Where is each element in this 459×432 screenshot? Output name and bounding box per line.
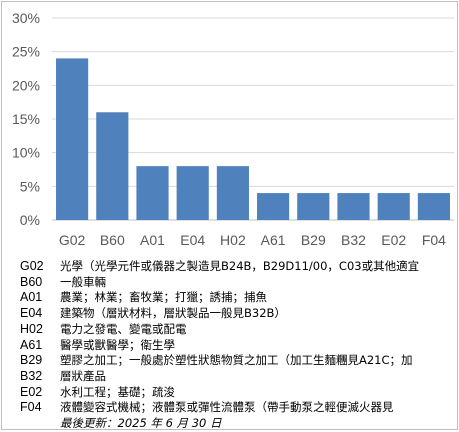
bar-e02 xyxy=(377,193,410,220)
bar-b29 xyxy=(297,193,330,220)
x-tick-label: B60 xyxy=(100,232,125,248)
last-updated: 最後更新：2025 年 6 月 30 日 xyxy=(60,416,222,431)
bar-e04 xyxy=(176,166,209,220)
legend-row-e04: E04 建築物（層狀材料，層狀製品一般見B32B） xyxy=(20,306,452,322)
y-axis-ticks: 0% 5% 10% 15% 20% 25% 30% xyxy=(12,10,40,228)
legend-desc: 液體變容式機械；液體泵或彈性流體泵（帶手動泵之輕便滅火器見 xyxy=(60,400,394,415)
legend-code: G02 xyxy=(20,259,44,273)
y-tick-label: 10% xyxy=(12,145,40,161)
legend-row-f04: F04 液體變容式機械；液體泵或彈性流體泵（帶手動泵之輕便滅火器見 xyxy=(20,400,452,416)
bar-b32 xyxy=(337,193,370,220)
bars xyxy=(56,58,450,221)
bar-h02 xyxy=(216,166,249,220)
bar-g02 xyxy=(56,58,89,221)
legend-row-b60: B60 一般車輛 xyxy=(20,275,452,291)
legend-code: B32 xyxy=(20,368,43,383)
legend-desc: 農業；林業；畜牧業；打獵；誘捕；捕魚 xyxy=(60,290,267,305)
legend-code: E02 xyxy=(20,384,43,399)
bar-b60 xyxy=(96,112,129,220)
x-tick-label: E04 xyxy=(180,232,205,248)
legend-row-b29: B29 塑膠之加工；一般處於塑性狀態物質之加工（加工生麵糰見A21C；加 xyxy=(20,353,452,369)
x-tick-label: B32 xyxy=(341,232,366,248)
legend-desc: 層狀產品 xyxy=(60,368,106,383)
legend-row-h02: H02 電力之發電、變電或配電 xyxy=(20,322,452,338)
legend-desc: 電力之發電、變電或配電 xyxy=(60,321,187,336)
y-tick-label: 5% xyxy=(20,178,40,194)
legend-desc: 光學（光學元件或儀器之製造見B24B，B29D11/00，C03或其他適宜 xyxy=(60,259,420,273)
y-tick-label: 20% xyxy=(12,77,40,93)
legend-row-g02: G02 光學（光學元件或儀器之製造見B24B，B29D11/00，C03或其他適… xyxy=(20,259,452,275)
x-tick-label: E02 xyxy=(381,232,406,248)
y-tick-label: 30% xyxy=(12,10,40,26)
x-tick-label: G02 xyxy=(59,232,86,248)
legend-row-e02: E02 水利工程；基礎；疏浚 xyxy=(20,385,452,401)
legend-code: H02 xyxy=(20,321,43,336)
legend-row-a01: A01 農業；林業；畜牧業；打獵；誘捕；捕魚 xyxy=(20,290,452,306)
code-legend: G02 光學（光學元件或儀器之製造見B24B，B29D11/00，C03或其他適… xyxy=(20,259,452,432)
y-tick-label: 25% xyxy=(12,44,40,60)
bar-a01 xyxy=(136,166,169,220)
bar-chart: 0% 5% 10% 15% 20% 25% 30% G02 B60 A01 E04 H02 A61 B2… xyxy=(12,10,454,248)
legend-desc: 醫學或獸醫學；衛生學 xyxy=(60,337,175,352)
y-tick-label: 0% xyxy=(20,212,40,228)
x-tick-label: A61 xyxy=(261,232,286,248)
legend-code: B60 xyxy=(20,274,43,289)
legend-code: A01 xyxy=(20,290,43,305)
y-tick-label: 15% xyxy=(12,111,40,127)
legend-row-a61: A61 醫學或獸醫學；衛生學 xyxy=(20,338,452,354)
x-tick-label: F04 xyxy=(422,232,446,248)
legend-desc: 建築物（層狀材料，層狀製品一般見B32B） xyxy=(60,306,286,321)
x-tick-label: B29 xyxy=(301,232,326,248)
legend-code: A61 xyxy=(20,337,43,352)
x-tick-label: A01 xyxy=(140,232,165,248)
legend-row-b32: B32 層狀產品 xyxy=(20,369,452,385)
x-tick-label: H02 xyxy=(220,232,246,248)
legend-code: B29 xyxy=(20,353,43,368)
legend-desc: 一般車輛 xyxy=(60,274,106,289)
bar-f04 xyxy=(417,193,450,220)
x-axis-ticks: G02 B60 A01 E04 H02 A61 B29 B32 E02 F04 xyxy=(59,232,446,248)
legend-code: E04 xyxy=(20,306,43,321)
legend-desc: 水利工程；基礎；疏浚 xyxy=(60,384,175,399)
bar-a61 xyxy=(257,193,290,220)
legend-code: F04 xyxy=(20,400,42,415)
legend-desc: 塑膠之加工；一般處於塑性狀態物質之加工（加工生麵糰見A21C；加 xyxy=(60,353,413,368)
